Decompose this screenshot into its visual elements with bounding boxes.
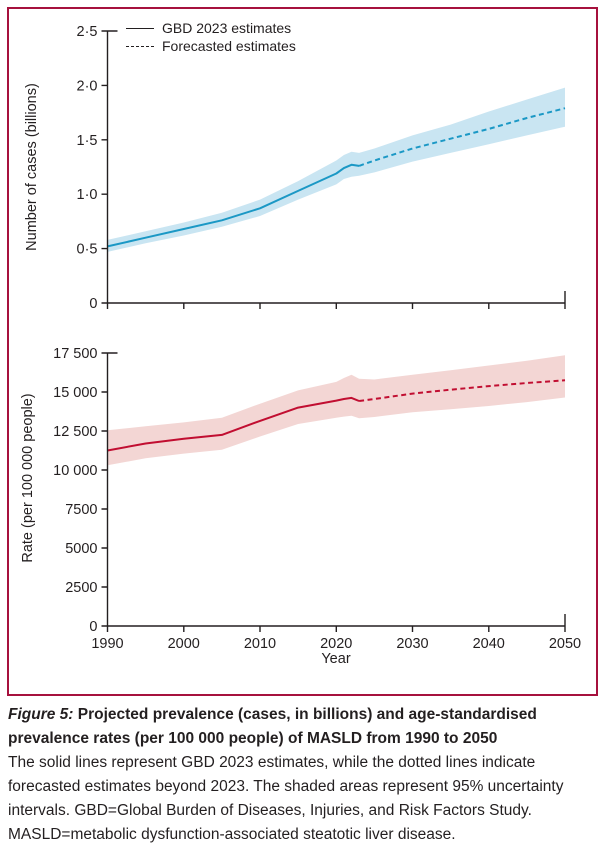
y-axis-label-cases: Number of cases (billions) (24, 83, 40, 251)
uncertainty-band-bottom (107, 355, 565, 466)
y-tick-label: 0 (89, 296, 97, 312)
x-axis-label-year: Year (321, 651, 351, 667)
legend-label-gbd: GBD 2023 estimates (162, 20, 292, 36)
x-tick-label: 1990 (91, 636, 123, 652)
y-tick-label: 2·5 (77, 24, 98, 40)
y-tick-label: 2500 (65, 580, 97, 596)
legend-row-forecast: Forecasted estimates (126, 37, 296, 55)
caption-title: Figure 5: Projected prevalence (cases, i… (8, 703, 595, 751)
x-tick-label: 2040 (473, 636, 505, 652)
x-tick-label: 2000 (168, 636, 200, 652)
y-tick-label: 5000 (65, 541, 97, 557)
chart-legend: GBD 2023 estimates Forecasted estimates (126, 19, 296, 55)
y-tick-label: 0·5 (77, 242, 98, 258)
y-tick-label: 7500 (65, 502, 97, 518)
axis-bottom (101, 352, 566, 632)
y-tick-label: 1·0 (77, 187, 98, 203)
forecast-line-top (358, 107, 566, 167)
x-tick-label: 2010 (244, 636, 276, 652)
caption-body-text: The solid lines represent GBD 2023 estim… (8, 754, 564, 843)
x-tick-label: 2050 (549, 636, 581, 652)
uncertainty-band-top (107, 87, 565, 252)
estimate-line-bottom (107, 396, 360, 452)
y-axis-label-rate: Rate (per 100 000 people) (20, 393, 36, 563)
legend-solid-line-sample (126, 27, 154, 29)
caption-figure-label: Figure 5: (8, 706, 74, 723)
x-tick-label: 2030 (396, 636, 428, 652)
y-tick-label: 10 000 (53, 463, 97, 479)
y-tick-label: 17 500 (53, 346, 97, 362)
x-tick-label: 2020 (320, 636, 352, 652)
legend-label-forecast: Forecasted estimates (162, 38, 296, 54)
y-tick-label: 15 000 (53, 385, 97, 401)
axis-top (101, 30, 566, 309)
estimate-line-top (107, 163, 360, 248)
y-tick-label: 12 500 (53, 424, 97, 440)
y-tick-label: 1·5 (77, 133, 98, 149)
figure-caption: Figure 5: Projected prevalence (cases, i… (8, 703, 595, 847)
legend-dashed-line-sample (126, 45, 154, 47)
y-tick-label: 0 (89, 619, 97, 635)
legend-row-gbd: GBD 2023 estimates (126, 19, 296, 37)
caption-title-text: Projected prevalence (cases, in billions… (8, 706, 537, 747)
charts-canvas: 0 0·5 1·0 1·5 2·0 2·5 0 2500 5000 7500 10 000 12 50… (53, 24, 581, 652)
y-tick-label: 2·0 (77, 78, 98, 94)
